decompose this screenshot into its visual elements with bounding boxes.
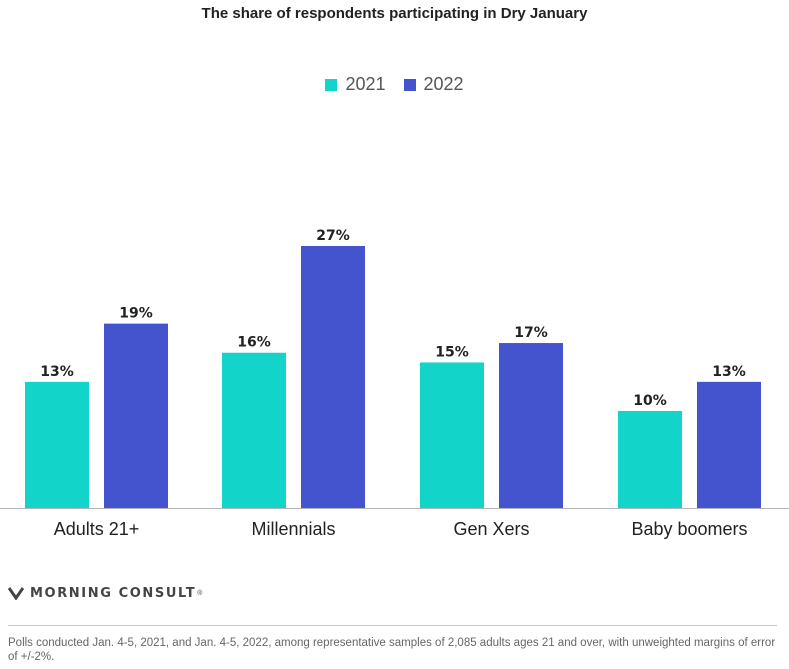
brand-trademark: ® [197,590,203,597]
bar-2022-adults-21-[interactable] [104,323,168,508]
legend-label-2022: 2022 [423,74,464,94]
legend-swatch-2022 [403,78,416,91]
category-label: Millennials [251,519,335,539]
morning-consult-chevron-icon [8,587,24,600]
category-label: Baby boomers [631,519,747,539]
data-label: 19% [119,306,153,322]
brand-logo: MORNING CONSULT ® [8,586,202,601]
bar-2022-millennials[interactable] [301,246,365,508]
legend-swatch-2021 [325,78,338,91]
brand-name: MORNING CONSULT [30,586,197,601]
legend-label-2021: 2021 [345,74,386,94]
data-label: 15% [435,344,469,360]
data-label: 13% [40,364,74,380]
category-label: Adults 21+ [54,519,140,539]
legend-item-2022[interactable]: 2022 [403,74,464,95]
data-label: 27% [316,228,350,244]
bar-2022-baby-boomers[interactable] [697,381,761,508]
footnote: Polls conducted Jan. 4-5, 2021, and Jan.… [8,637,776,663]
category-label: Gen Xers [453,519,529,539]
footer-divider [8,625,777,626]
data-label: 16% [237,335,271,351]
data-label: 13% [712,364,746,380]
legend-item-2021[interactable]: 2021 [325,74,386,95]
bar-2021-baby-boomers[interactable] [618,410,682,508]
bar-2021-millennials[interactable] [222,352,286,508]
data-label: 10% [633,393,667,409]
bar-chart: 13% 19% Adults 21+ 16% 27% Millennials 15% 17% G… [0,228,789,539]
bar-2022-gen-xers[interactable] [499,343,563,508]
bar-2021-adults-21-[interactable] [25,381,89,508]
chart-title: The share of respondents participating i… [201,5,588,22]
data-label: 17% [514,325,548,341]
bar-2021-gen-xers[interactable] [420,362,484,508]
chart-legend: 2021 2022 [0,74,789,95]
